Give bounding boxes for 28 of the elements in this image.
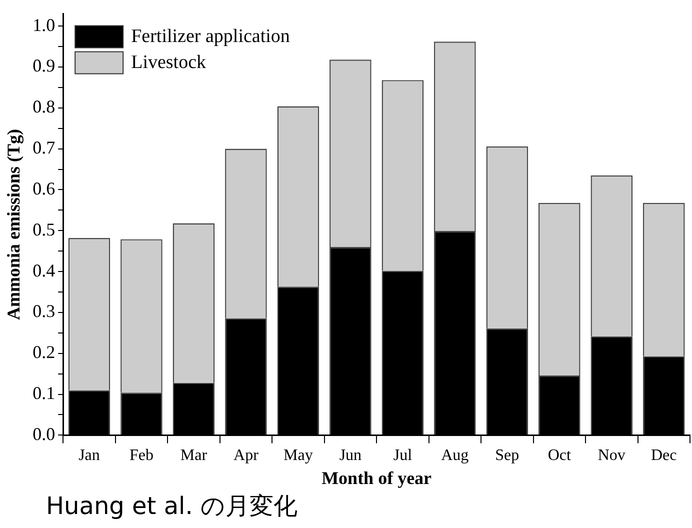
x-tick-label: May bbox=[284, 447, 313, 464]
y-tick-label: 0.3 bbox=[32, 301, 56, 322]
x-tick-label: Jul bbox=[393, 447, 413, 464]
x-tick-label: Sep bbox=[495, 447, 520, 464]
y-tick-label: 0.7 bbox=[32, 138, 56, 158]
y-tick-label: 0.9 bbox=[32, 56, 56, 76]
x-axis-title: Month of year bbox=[322, 468, 432, 488]
y-tick-label: 0.1 bbox=[32, 383, 56, 404]
y-tick-label: 1.0 bbox=[32, 14, 56, 35]
x-tick-label: Jan bbox=[78, 447, 100, 464]
y-axis-title: Ammonia emissions (Tg) bbox=[3, 128, 24, 320]
x-tick-label: Oct bbox=[548, 447, 572, 464]
x-tick-label: Feb bbox=[129, 447, 154, 464]
legend-label: Livestock bbox=[131, 52, 207, 73]
x-tick-label: Dec bbox=[650, 447, 677, 464]
y-tick-label: 0.4 bbox=[32, 260, 56, 280]
y-tick-label: 0.5 bbox=[32, 219, 56, 240]
text: Huang et al. の月変化 bbox=[46, 491, 298, 522]
y-tick-label: 0.2 bbox=[32, 342, 56, 362]
legend-label: Fertilizer application bbox=[131, 26, 290, 47]
y-tick-label: 0.6 bbox=[32, 178, 56, 198]
y-tick-label: 0.0 bbox=[32, 424, 56, 444]
x-tick-label: Aug bbox=[441, 447, 469, 464]
y-tick-label: 0.8 bbox=[32, 96, 56, 117]
x-tick-label: Jun bbox=[339, 447, 362, 464]
x-tick-label: Nov bbox=[598, 447, 626, 464]
x-tick-label: Mar bbox=[180, 447, 208, 464]
x-tick-label: Apr bbox=[234, 447, 260, 464]
